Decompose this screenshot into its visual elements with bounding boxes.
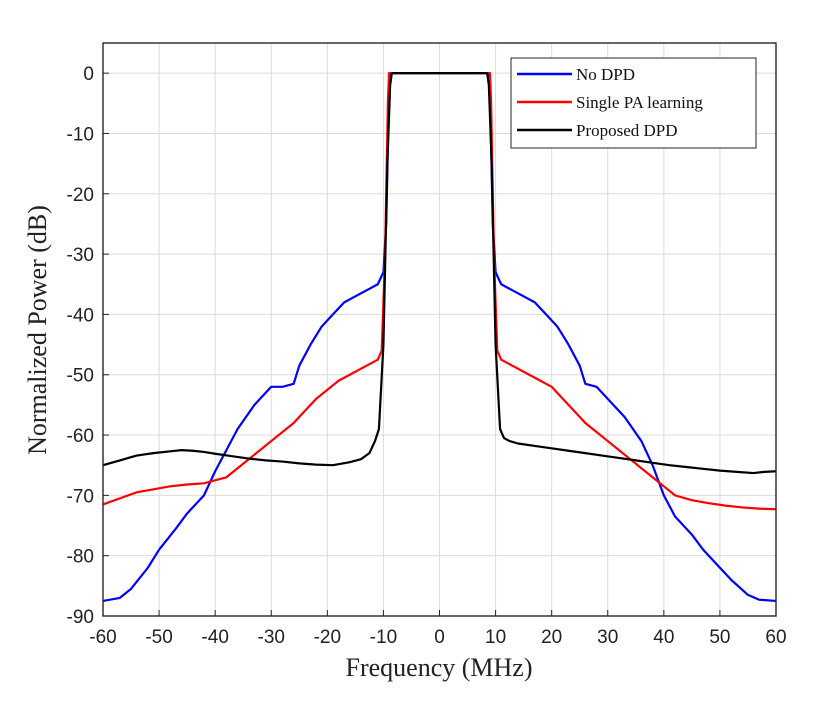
- y-tick-label: -20: [67, 185, 94, 206]
- legend-label-proposed-dpd: Proposed DPD: [576, 121, 678, 140]
- x-tick-label: -30: [258, 627, 285, 648]
- series-line-proposed-dpd: [102, 72, 777, 475]
- x-tick-label: 30: [597, 627, 618, 648]
- legend-label-no-dpd: No DPD: [576, 65, 635, 84]
- y-axis-label: Normalized Power (dB): [23, 205, 52, 455]
- x-tick-label: 50: [709, 627, 730, 648]
- x-tick-label: -20: [314, 627, 341, 648]
- x-tick-label: 60: [765, 627, 786, 648]
- y-tick-label: -70: [67, 486, 94, 507]
- x-tick-label: -10: [370, 627, 397, 648]
- x-tick-label: 20: [541, 627, 562, 648]
- x-tick-label: 0: [434, 627, 445, 648]
- y-tick-label: -80: [67, 547, 94, 568]
- y-tick-label: -50: [67, 366, 94, 387]
- y-tick-label: -30: [67, 245, 94, 266]
- y-tick-label: -40: [67, 305, 94, 326]
- axis-ticks: -60 -50 -40 -30 -20 -10 0 10 20 30 40 50 60 0 -10 -20 -3…: [67, 64, 787, 648]
- y-tick-label: -90: [67, 607, 94, 628]
- x-tick-label: 40: [653, 627, 674, 648]
- legend-label-single-pa-learning: Single PA learning: [576, 93, 703, 112]
- series-group: [102, 72, 777, 603]
- y-tick-label: -10: [67, 124, 94, 145]
- x-axis-label: Frequency (MHz): [346, 653, 533, 682]
- x-tick-label: -50: [145, 627, 172, 648]
- legend: No DPD Single PA learning Proposed DPD: [510, 57, 757, 149]
- y-tick-label: -60: [67, 426, 94, 447]
- x-tick-label: 10: [485, 627, 506, 648]
- x-tick-label: -60: [89, 627, 116, 648]
- y-tick-label: 0: [83, 64, 94, 85]
- x-tick-label: -40: [201, 627, 228, 648]
